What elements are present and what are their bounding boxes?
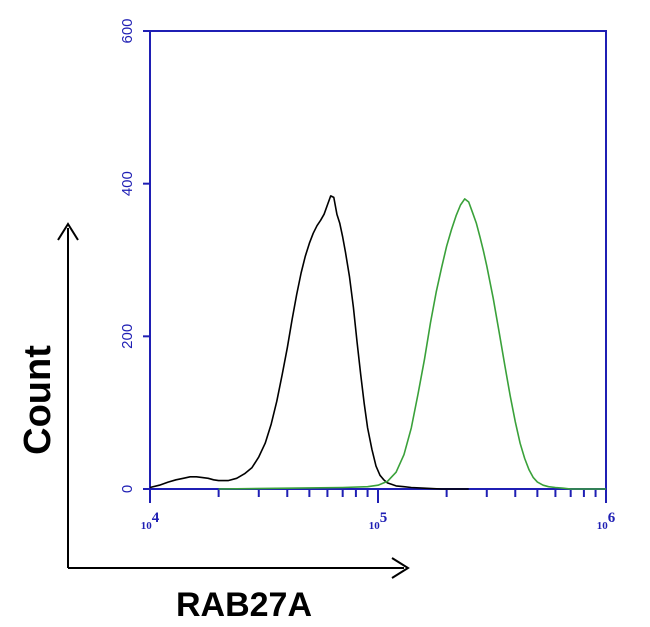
x-tick-label: 105 [369, 510, 388, 532]
y-axis-ticks: 0 200 400 600 [119, 18, 150, 493]
y-tick-label: 400 [119, 171, 136, 196]
x-axis-label: RAB27A [176, 586, 312, 624]
series-layer [149, 195, 606, 490]
x-tick-label: 104 [141, 510, 160, 532]
count-arrow [57, 222, 79, 568]
series-black-line [149, 195, 469, 490]
x-axis-ticks: 104 105 106 [141, 489, 616, 532]
plot-frame [149, 30, 607, 490]
y-tick-label: 200 [119, 324, 136, 349]
x-tick-label: 106 [597, 510, 616, 532]
series-green-line [218, 198, 606, 490]
y-tick-label: 600 [119, 18, 136, 43]
rab27a-arrow [68, 557, 410, 579]
y-axis-label: Count [17, 345, 59, 455]
y-tick-label: 0 [119, 485, 136, 493]
